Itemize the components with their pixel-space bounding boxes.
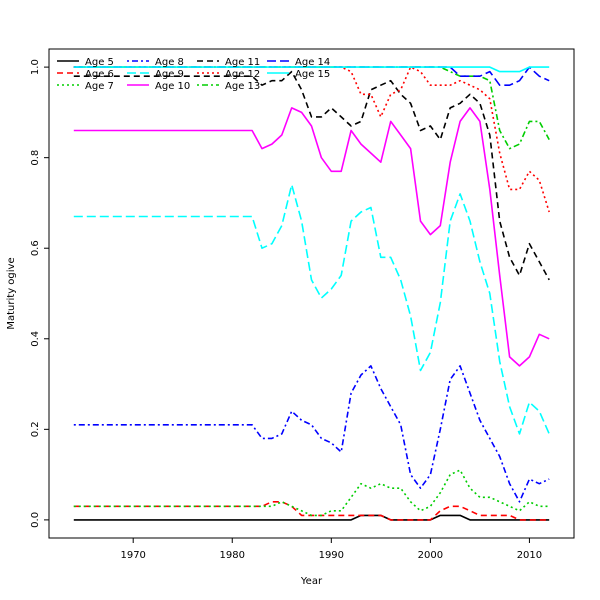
legend-label: Age 10 <box>155 81 190 92</box>
y-tick-label: 0.6 <box>30 240 41 256</box>
x-tick-label: 2010 <box>517 550 542 561</box>
legend-item: Age 8 <box>127 57 184 68</box>
legend-label: Age 8 <box>155 57 184 68</box>
x-tick-label: 2000 <box>418 550 443 561</box>
legend-label: Age 7 <box>85 81 114 92</box>
x-axis-title: Year <box>300 576 323 587</box>
legend-item: Age 6 <box>57 69 114 80</box>
axes-layer: 1970 1980 1990 2000 2010 0.0 0.2 0.4 0.6 0.8 1.0 <box>30 48 575 561</box>
legend-label: Age 13 <box>225 81 260 92</box>
y-tick-label: 0.0 <box>30 512 41 528</box>
legend-label: Age 9 <box>155 69 184 80</box>
y-tick-label: 0.2 <box>30 421 41 437</box>
series-line-age-11 <box>73 70 550 281</box>
y-tick-label: 1.0 <box>30 59 41 75</box>
legend-label: Age 5 <box>85 57 114 68</box>
legend-label: Age 6 <box>85 69 114 80</box>
series-layer <box>73 66 550 521</box>
series-line-age-7 <box>73 469 550 517</box>
legend-item: Age 13 <box>197 81 260 92</box>
legend-item: Age 15 <box>267 69 330 80</box>
legend-item: Age 7 <box>57 81 114 92</box>
plot-frame <box>48 48 575 539</box>
legend-item: Age 11 <box>197 57 260 68</box>
legend-label: Age 14 <box>295 57 330 68</box>
series-line-age-5 <box>73 514 550 521</box>
legend-label: Age 11 <box>225 57 260 68</box>
x-tick-label: 1990 <box>319 550 344 561</box>
legend-item: Age 9 <box>127 69 184 80</box>
legend-item: Age 12 <box>197 69 260 80</box>
series-line-age-15 <box>73 66 550 73</box>
y-tick-label: 0.4 <box>30 331 41 347</box>
x-tick-label: 1980 <box>220 550 245 561</box>
series-line-age-10 <box>73 107 550 367</box>
y-axis-title: Maturity ogive <box>6 257 17 329</box>
x-tick-label: 1970 <box>120 550 145 561</box>
y-tick-label: 0.8 <box>30 150 41 166</box>
legend-item: Age 10 <box>127 81 190 92</box>
legend-label: Age 12 <box>225 69 260 80</box>
series-line-age-9 <box>73 184 550 435</box>
legend-item: Age 5 <box>57 57 114 68</box>
series-line-age-8 <box>73 365 550 503</box>
legend-label: Age 15 <box>295 69 330 80</box>
legend-item: Age 14 <box>267 57 330 68</box>
